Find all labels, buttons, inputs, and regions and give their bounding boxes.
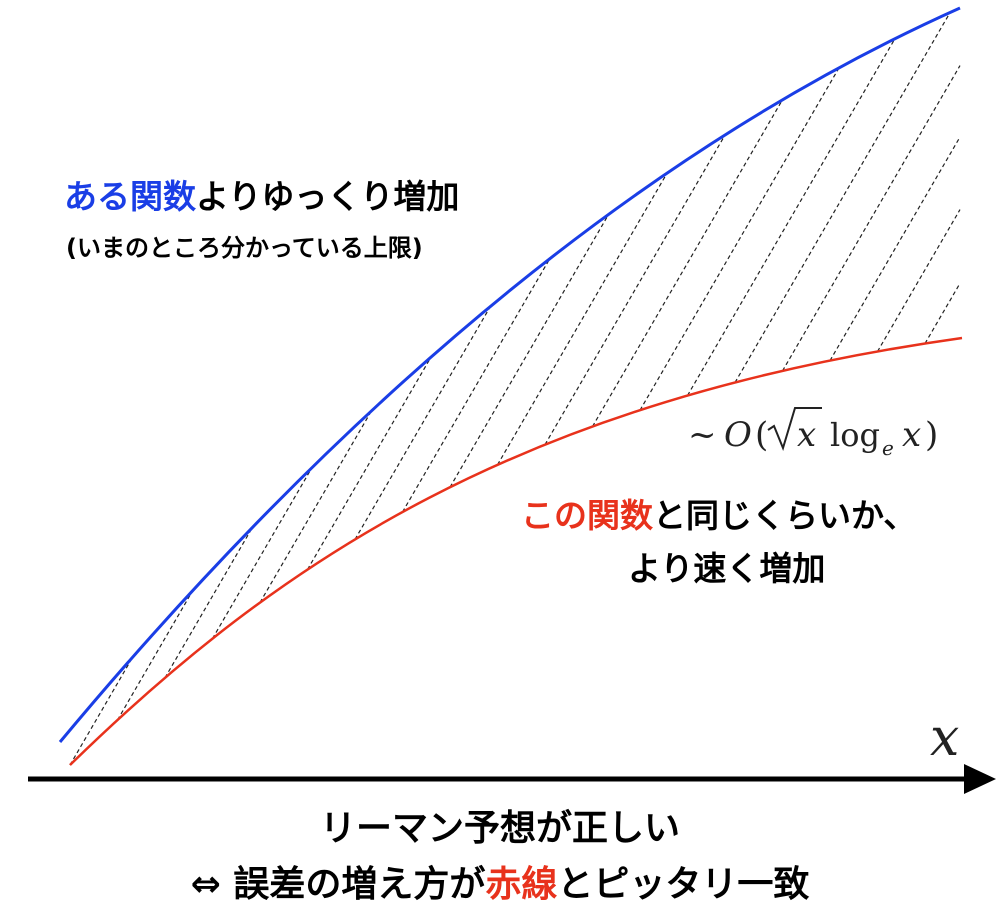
hatch-line xyxy=(639,66,841,411)
formula-sqrt-x: x xyxy=(797,415,816,455)
lower-label-highlight: この関数 xyxy=(521,496,654,535)
caption-line2: ⇔ 誤差の増え方が赤線とピッタリ一致 xyxy=(191,864,810,904)
hatched-region xyxy=(69,11,961,766)
formula-log-base: e xyxy=(882,436,894,460)
x-axis-arrowhead xyxy=(964,764,996,794)
hatch-line xyxy=(69,656,134,766)
upper-label-highlight: ある関数 xyxy=(64,177,197,216)
hatch-line xyxy=(496,172,669,466)
hatch-line xyxy=(924,282,961,344)
lower-label-line1: この関数と同じくらいか、 xyxy=(521,496,916,535)
caption-line2-prefix: ⇔ 誤差の増え方が xyxy=(191,864,486,904)
hatch-line xyxy=(164,526,254,679)
upper-label-line2: (いまのところ分かっている上限) xyxy=(66,234,423,262)
hatch-line xyxy=(259,410,373,603)
formula-big-o: O xyxy=(724,415,752,455)
hatch-line xyxy=(354,305,492,540)
formula-log: log xyxy=(830,416,880,454)
hatch-line xyxy=(544,133,727,445)
hatch-line xyxy=(686,38,896,396)
hatch-line xyxy=(306,355,433,570)
hatch-line xyxy=(211,467,313,639)
formula-close-paren: ) xyxy=(925,415,938,455)
asymptotic-formula: ~ O ( x log e x ) xyxy=(688,407,938,460)
hatch-line xyxy=(116,589,194,721)
formula-x: x xyxy=(902,415,921,455)
formula-open-paren: ( xyxy=(755,415,768,455)
upper-label-rest: よりゆっくり増加 xyxy=(196,177,459,216)
hatch-line xyxy=(781,65,961,372)
hatch-line xyxy=(591,99,784,427)
lower-label-rest: と同じくらいか、 xyxy=(653,496,916,535)
sqrt-x-log-x-curve xyxy=(69,336,963,766)
lower-label-line2: より速く増加 xyxy=(628,549,825,588)
caption-line1: リーマン予想が正しい xyxy=(320,808,680,849)
formula-sqrt-sign xyxy=(767,407,822,451)
formula-tilde: ~ xyxy=(688,415,717,455)
x-axis-label: x xyxy=(930,708,959,768)
hatch-line xyxy=(734,11,952,383)
hatch-line xyxy=(876,209,961,352)
upper-bound-curve xyxy=(58,6,961,743)
hatch-line xyxy=(829,136,961,361)
caption-line2-highlight: 赤線 xyxy=(485,864,557,904)
upper-label-line1: ある関数よりゆっくり増加 xyxy=(64,177,459,216)
hatch-line xyxy=(449,213,610,488)
caption-line2-suffix: とピッタリ一致 xyxy=(557,864,809,904)
